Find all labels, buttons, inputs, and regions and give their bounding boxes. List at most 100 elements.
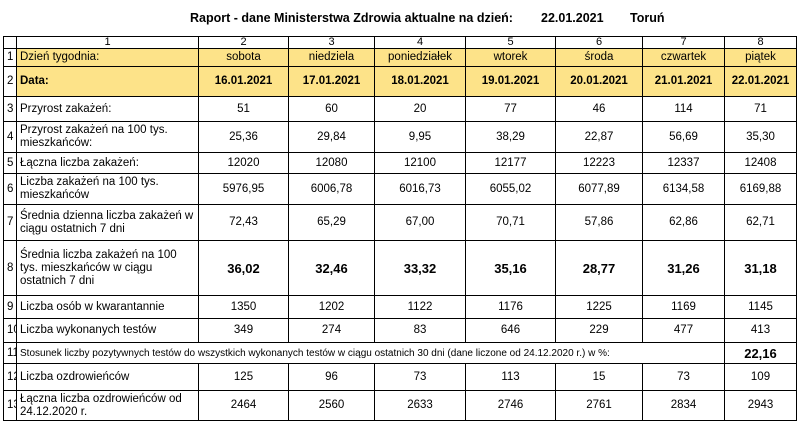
weekday-cell: środa: [555, 48, 643, 67]
table-cell: 113: [465, 363, 556, 391]
table-row: 6 Liczba zakażeń na 100 tys. mieszkańców…: [3, 173, 797, 205]
table-row: 3 Przyrost zakażeń: 51 60 20 77 46 114 7…: [3, 96, 797, 122]
table-cell: 1176: [465, 295, 556, 319]
table-cell: 12337: [642, 152, 725, 174]
table-row-weekday: 1 Dzień tygodnia: sobota niedziela ponie…: [3, 48, 797, 67]
col-number: 1: [16, 36, 199, 49]
table-cell: 349: [198, 318, 289, 343]
row-label: Średnia dzienna liczba zakażeń w ciągu o…: [16, 204, 199, 241]
row-label: Liczba osób w kwarantannie: [16, 295, 199, 319]
ratio-value: 22,16: [724, 342, 797, 364]
table-cell: 56,69: [642, 121, 725, 153]
table-cell: 96: [288, 363, 375, 391]
table-cell: 62,86: [642, 204, 725, 241]
table-cell: 12177: [465, 152, 556, 174]
table-cell: 35,16: [465, 240, 556, 296]
report-title-text: Raport - dane Ministerstwa Zdrowia aktua…: [190, 11, 513, 25]
table-cell: 6055,02: [465, 173, 556, 205]
weekday-cell: czwartek: [642, 48, 725, 67]
table-cell: 1169: [642, 295, 725, 319]
table-cell: 274: [288, 318, 375, 343]
table-row: 12 Liczba ozdrowieńców 125 96 73 113 15 …: [3, 363, 797, 391]
date-cell: 17.01.2021: [288, 66, 375, 97]
row-number: 10: [3, 318, 17, 343]
table-cell: 20: [374, 96, 466, 122]
table-cell: 2761: [555, 390, 643, 421]
table-cell: 12223: [555, 152, 643, 174]
table-cell: 51: [198, 96, 289, 122]
table-cell: 1145: [724, 295, 797, 319]
table-cell: 2943: [724, 390, 797, 421]
table-cell: 12020: [198, 152, 289, 174]
table-cell: 22,87: [555, 121, 643, 153]
report-city: Toruń: [630, 11, 665, 25]
row-label: Liczba wykonanych testów: [16, 318, 199, 343]
table-cell: 46: [555, 96, 643, 122]
table-cell: 9,95: [374, 121, 466, 153]
table-cell: 6134,58: [642, 173, 725, 205]
table-cell: 2746: [465, 390, 556, 421]
row-label: Data:: [16, 66, 199, 97]
table-cell: 12080: [288, 152, 375, 174]
row-label: Liczba ozdrowieńców: [16, 363, 199, 391]
table-cell: 1122: [374, 295, 466, 319]
table-cell: 73: [374, 363, 466, 391]
date-cell: 18.01.2021: [374, 66, 466, 97]
table-cell: 2560: [288, 390, 375, 421]
row-number: 13: [3, 390, 17, 421]
col-number: 7: [642, 36, 725, 49]
row-label: Średnia liczba zakażeń na 100 tys. miesz…: [16, 240, 199, 296]
table-row: 9 Liczba osób w kwarantannie 1350 1202 1…: [3, 295, 797, 319]
table-row-ratio: 11 Stosunek liczby pozytywnych testów do…: [3, 342, 797, 364]
table-cell: 6016,73: [374, 173, 466, 205]
column-number-row: 1 2 3 4 5 6 7 8: [3, 36, 797, 49]
table-cell: 36,02: [198, 240, 289, 296]
table-cell: 67,00: [374, 204, 466, 241]
table-cell: 1225: [555, 295, 643, 319]
table-row: 5 Łączna liczba zakażeń: 12020 12080 121…: [3, 152, 797, 174]
col-number: 3: [288, 36, 375, 49]
weekday-cell: sobota: [198, 48, 289, 67]
table-cell: 31,26: [642, 240, 725, 296]
weekday-cell: poniedziałek: [374, 48, 466, 67]
table-cell: 5976,95: [198, 173, 289, 205]
table-cell: 1202: [288, 295, 375, 319]
table-cell: 12408: [724, 152, 797, 174]
table-row: 13 Łączna liczba ozdrowieńców od 24.12.2…: [3, 390, 797, 421]
corner-cell: [3, 36, 17, 49]
table-cell: 1350: [198, 295, 289, 319]
table-cell: 109: [724, 363, 797, 391]
row-label: Łączna liczba ozdrowieńców od 24.12.2020…: [16, 390, 199, 421]
table-cell: 71: [724, 96, 797, 122]
row-number: 11: [3, 342, 17, 364]
weekday-cell: wtorek: [465, 48, 556, 67]
row-number: 12: [3, 363, 17, 391]
table-cell: 12100: [374, 152, 466, 174]
table-cell: 32,46: [288, 240, 375, 296]
table-row-date: 2 Data: 16.01.2021 17.01.2021 18.01.2021…: [3, 66, 797, 97]
row-label: Liczba zakażeń na 100 tys. mieszkańców: [16, 173, 199, 205]
ratio-label: Stosunek liczby pozytywnych testów do ws…: [16, 342, 725, 364]
date-cell: 20.01.2021: [555, 66, 643, 97]
table-cell: 6169,88: [724, 173, 797, 205]
table-cell: 62,71: [724, 204, 797, 241]
col-number: 4: [374, 36, 466, 49]
table-cell: 33,32: [374, 240, 466, 296]
table-cell: 25,36: [198, 121, 289, 153]
col-number: 5: [465, 36, 556, 49]
date-cell: 21.01.2021: [642, 66, 725, 97]
col-number: 8: [724, 36, 797, 49]
row-number: 8: [3, 240, 17, 296]
report-date: 22.01.2021: [541, 11, 604, 25]
table-cell: 77: [465, 96, 556, 122]
date-cell: 16.01.2021: [198, 66, 289, 97]
table-row: 10 Liczba wykonanych testów 349 274 83 6…: [3, 318, 797, 343]
table-cell: 38,29: [465, 121, 556, 153]
table-cell: 646: [465, 318, 556, 343]
row-number: 4: [3, 121, 17, 153]
table-cell: 83: [374, 318, 466, 343]
table-cell: 73: [642, 363, 725, 391]
col-number: 2: [198, 36, 289, 49]
table-cell: 413: [724, 318, 797, 343]
row-number: 3: [3, 96, 17, 122]
